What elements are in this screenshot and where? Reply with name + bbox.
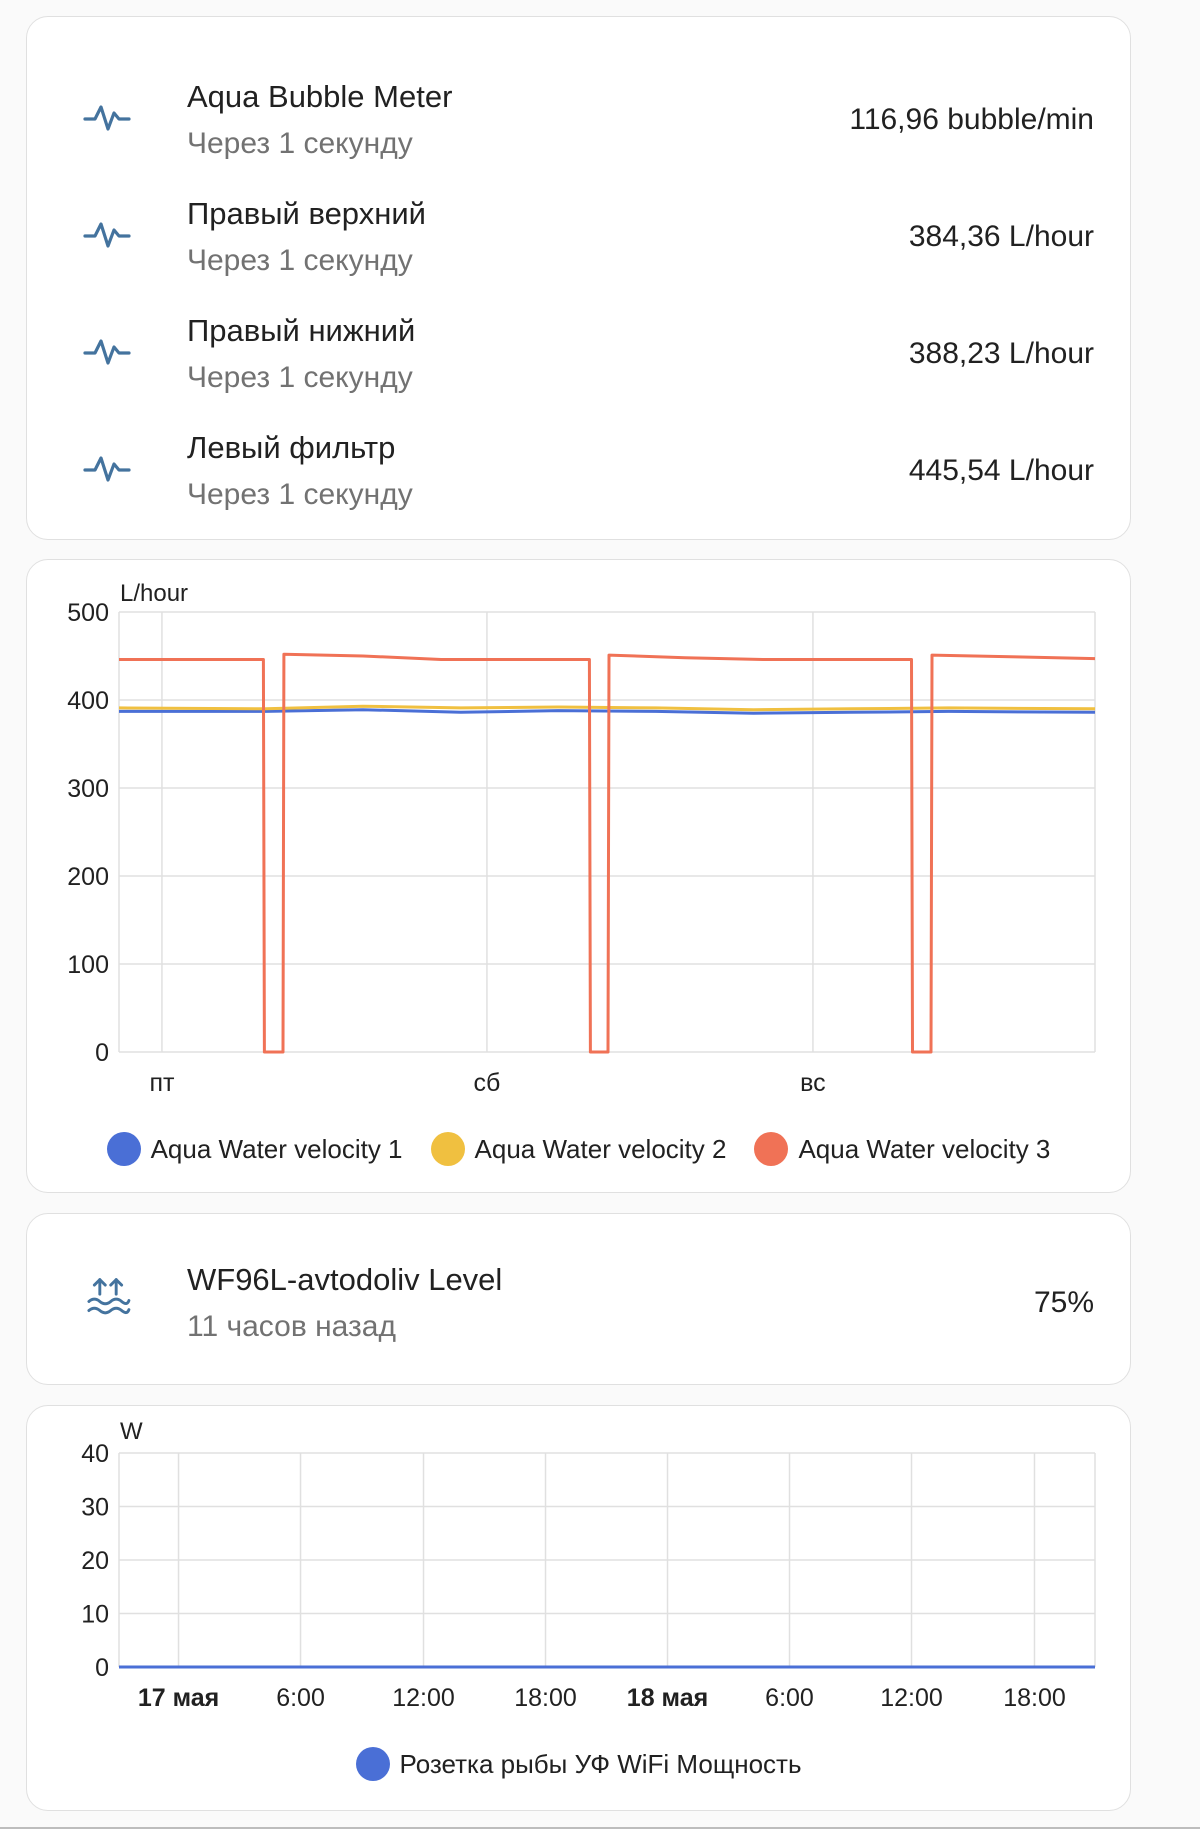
sensor-entities-card: Aqua Bubble Meter Через 1 секунду 116,96… [26,16,1131,540]
entity-name: Aqua Bubble Meter [187,79,453,114]
y-tick-label: 10 [81,1601,109,1629]
legend-item-velocity-1[interactable]: Aqua Water velocity 1 [106,1132,403,1166]
x-tick-label: 6:00 [765,1684,814,1706]
legend-dot [754,1132,789,1166]
series-line-3[interactable] [119,652,1096,1054]
page-bottom-edge [0,1827,1200,1829]
velocity-history-card: L/hour 500 400 300 200 100 0 пт сб вс Aqua Water … [26,559,1131,1193]
legend-dot [355,1747,390,1781]
x-tick-label: 12:00 [880,1684,943,1706]
legend-label: Aqua Water velocity 1 [150,1133,403,1164]
x-tick-label: 18:00 [514,1684,577,1706]
entity-name: Правый верхний [187,196,426,231]
legend-dot [106,1132,141,1166]
entity-state: 384,36 L/hour [908,220,1094,253]
y-tick-label: 300 [67,775,109,803]
y-tick-label: 20 [81,1547,109,1575]
y-tick-label: 40 [81,1440,109,1468]
x-tick-label: 12:00 [392,1684,455,1706]
legend-item-velocity-2[interactable]: Aqua Water velocity 2 [430,1132,727,1166]
x-tick-label: 6:00 [276,1684,325,1706]
y-tick-label: 100 [67,951,109,979]
y-tick-label: 30 [81,1494,109,1522]
entity-row-left-filter[interactable]: Левый фильтр Через 1 секунду 445,54 L/ho… [27,410,1130,527]
entity-last-updated: Через 1 секунду [187,244,413,277]
x-tick-label: 18 мая [627,1684,708,1706]
x-tick-label: вс [800,1069,826,1097]
x-tick-label: сб [474,1069,501,1097]
velocity-chart-legend: Aqua Water velocity 1 Aqua Water velocit… [27,1132,1130,1166]
entity-row-level[interactable]: WF96L-avtodoliv Level 11 часов назад 75% [27,1242,1130,1359]
y-axis-unit-label: W [120,1418,143,1445]
water-level-icon [87,1278,131,1315]
entity-last-updated: Через 1 секунду [187,478,413,511]
entity-state: 116,96 bubble/min [849,103,1094,136]
entity-name: Левый фильтр [187,430,396,465]
entity-row-right-lower[interactable]: Правый нижний Через 1 секунду 388,23 L/h… [27,293,1130,410]
legend-label: Aqua Water velocity 2 [474,1133,727,1164]
level-entity-card: WF96L-avtodoliv Level 11 часов назад 75% [26,1213,1131,1385]
entity-last-updated: Через 1 секунду [187,127,413,160]
series-line-2[interactable] [118,704,1096,712]
entity-state: 445,54 L/hour [908,454,1094,487]
legend-dot [430,1132,465,1166]
entity-row-right-upper[interactable]: Правый верхний Через 1 секунду 384,36 L/… [27,176,1130,293]
legend-item-velocity-3[interactable]: Aqua Water velocity 3 [754,1132,1050,1166]
velocity-chart[interactable]: L/hour 500 400 300 200 100 0 пт сб вс [27,560,1132,1100]
series-line-1[interactable] [119,708,1096,715]
power-history-card: W 40 30 20 10 0 17 мая 6:00 12:00 18:00 18 мая 6:00… [26,1405,1131,1811]
power-chart-legend: Розетка рыбы УФ WiFi Мощность [27,1747,1130,1781]
entity-state: 388,23 L/hour [908,337,1094,370]
pulse-icon [83,222,131,248]
x-tick-label: пт [149,1069,175,1097]
entity-last-updated: Через 1 секунду [187,361,413,394]
entity-name: WF96L-avtodoliv Level [187,1262,503,1297]
legend-label: Розетка рыбы УФ WiFi Мощность [399,1748,802,1779]
x-tick-label: 17 мая [138,1684,219,1706]
y-tick-label: 0 [95,1039,109,1067]
legend-item-power[interactable]: Розетка рыбы УФ WiFi Мощность [355,1747,802,1781]
entity-state: 75% [1033,1286,1094,1319]
power-chart[interactable]: W 40 30 20 10 0 17 мая 6:00 12:00 18:00 18 мая 6:00… [27,1406,1132,1706]
y-tick-label: 200 [67,863,109,891]
x-tick-label: 18:00 [1003,1684,1066,1706]
pulse-icon [83,339,131,365]
pulse-icon [83,105,131,131]
y-tick-label: 400 [67,687,109,715]
y-tick-label: 500 [67,599,109,627]
pulse-icon [83,456,131,482]
entity-last-updated: 11 часов назад [187,1310,396,1343]
y-tick-label: 0 [95,1654,109,1682]
y-axis-unit-label: L/hour [120,580,188,607]
legend-label: Aqua Water velocity 3 [798,1133,1051,1164]
entity-row-bubble-meter[interactable]: Aqua Bubble Meter Через 1 секунду 116,96… [27,59,1130,176]
entity-name: Правый нижний [187,313,416,348]
